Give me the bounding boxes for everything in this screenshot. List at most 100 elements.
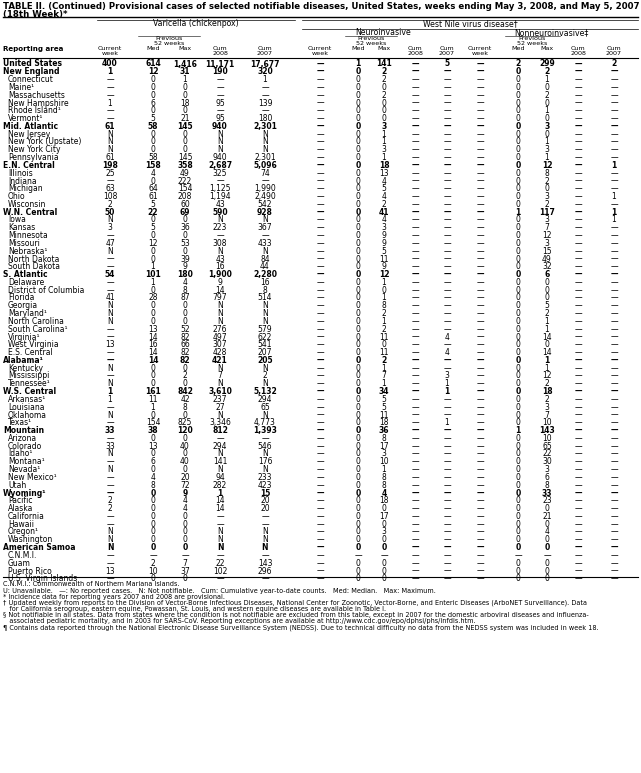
Text: 0: 0 <box>183 145 187 155</box>
Text: 0: 0 <box>151 527 155 536</box>
Text: 0: 0 <box>356 535 360 544</box>
Text: 0: 0 <box>151 83 155 92</box>
Text: Mountain: Mountain <box>3 426 44 435</box>
Text: Guam: Guam <box>8 559 31 567</box>
Text: 0: 0 <box>151 410 155 420</box>
Text: 2,687: 2,687 <box>208 161 232 170</box>
Text: —: — <box>316 496 324 506</box>
Text: —: — <box>106 75 114 84</box>
Text: 940: 940 <box>213 153 228 162</box>
Text: 0: 0 <box>515 348 520 357</box>
Text: —: — <box>610 114 618 123</box>
Text: —: — <box>411 559 419 567</box>
Text: 14: 14 <box>542 348 552 357</box>
Text: 2008: 2008 <box>407 51 423 56</box>
Text: —: — <box>106 107 114 115</box>
Text: —: — <box>316 98 324 107</box>
Text: 10: 10 <box>148 567 158 576</box>
Text: E.N. Central: E.N. Central <box>3 161 54 170</box>
Text: —: — <box>316 231 324 240</box>
Text: 47: 47 <box>105 239 115 248</box>
Text: —: — <box>610 410 618 420</box>
Text: 1: 1 <box>544 356 549 365</box>
Text: 5: 5 <box>381 247 387 256</box>
Text: —: — <box>443 489 451 498</box>
Text: 3: 3 <box>545 216 549 224</box>
Text: —: — <box>574 473 582 482</box>
Text: 0: 0 <box>381 286 387 295</box>
Text: 282: 282 <box>213 481 227 490</box>
Text: 0: 0 <box>356 512 360 521</box>
Text: —: — <box>574 519 582 529</box>
Text: U: Unavailable.   —: No reported cases.   N: Not notifiable.   Cum: Cumulative y: U: Unavailable. —: No reported cases. N:… <box>3 587 436 594</box>
Text: —: — <box>476 380 484 388</box>
Text: —: — <box>574 169 582 178</box>
Text: —: — <box>610 395 618 404</box>
Text: 9: 9 <box>183 489 188 498</box>
Text: 825: 825 <box>178 418 192 427</box>
Text: —: — <box>610 169 618 178</box>
Text: 1,125: 1,125 <box>209 184 231 193</box>
Text: N: N <box>217 543 223 552</box>
Text: Med: Med <box>511 46 525 51</box>
Text: —: — <box>411 450 419 458</box>
Text: 0: 0 <box>381 107 387 115</box>
Text: —: — <box>316 332 324 342</box>
Text: Mid. Atlantic: Mid. Atlantic <box>3 122 58 131</box>
Text: —: — <box>316 465 324 474</box>
Text: 3: 3 <box>381 145 387 155</box>
Text: 1: 1 <box>355 60 361 69</box>
Text: 0: 0 <box>545 294 549 302</box>
Text: 0: 0 <box>515 519 520 529</box>
Text: —: — <box>476 145 484 155</box>
Text: —: — <box>316 90 324 100</box>
Text: —: — <box>574 309 582 318</box>
Text: 0: 0 <box>183 410 187 420</box>
Text: 0: 0 <box>515 161 520 170</box>
Text: —: — <box>476 387 484 396</box>
Text: 0: 0 <box>151 317 155 326</box>
Text: —: — <box>412 489 419 498</box>
Text: 0: 0 <box>515 441 520 451</box>
Text: 11: 11 <box>379 410 388 420</box>
Text: Med: Med <box>351 46 365 51</box>
Text: 14: 14 <box>147 356 158 365</box>
Text: N: N <box>262 301 268 310</box>
Text: 3: 3 <box>545 145 549 155</box>
Text: —: — <box>316 574 324 584</box>
Text: —: — <box>316 372 324 380</box>
Text: —: — <box>316 254 324 264</box>
Text: 842: 842 <box>177 387 193 396</box>
Text: 4: 4 <box>151 169 155 178</box>
Text: 0: 0 <box>356 254 360 264</box>
Text: —: — <box>476 254 484 264</box>
Text: —: — <box>443 301 451 310</box>
Text: 0: 0 <box>515 410 520 420</box>
Text: 0: 0 <box>515 301 520 310</box>
Text: 43: 43 <box>215 254 225 264</box>
Text: —: — <box>316 169 324 178</box>
Text: —: — <box>610 567 618 576</box>
Text: 0: 0 <box>151 75 155 84</box>
Text: Nonneuroinvasive‡: Nonneuroinvasive‡ <box>514 28 588 37</box>
Text: 0: 0 <box>515 294 520 302</box>
Text: —: — <box>574 426 582 435</box>
Text: —: — <box>443 309 451 318</box>
Text: —: — <box>411 231 419 240</box>
Text: —: — <box>610 200 618 209</box>
Text: —: — <box>216 231 224 240</box>
Text: 154: 154 <box>178 184 192 193</box>
Text: —: — <box>476 426 484 435</box>
Text: —: — <box>411 325 419 334</box>
Text: Cum: Cum <box>258 46 272 51</box>
Text: 0: 0 <box>515 496 520 506</box>
Text: 0: 0 <box>183 512 187 521</box>
Text: 0: 0 <box>515 98 520 107</box>
Text: —: — <box>574 301 582 310</box>
Text: —: — <box>610 473 618 482</box>
Text: —: — <box>574 270 582 279</box>
Text: 0: 0 <box>183 543 188 552</box>
Text: 5: 5 <box>381 184 387 193</box>
Text: —: — <box>316 161 324 170</box>
Text: —: — <box>412 270 419 279</box>
